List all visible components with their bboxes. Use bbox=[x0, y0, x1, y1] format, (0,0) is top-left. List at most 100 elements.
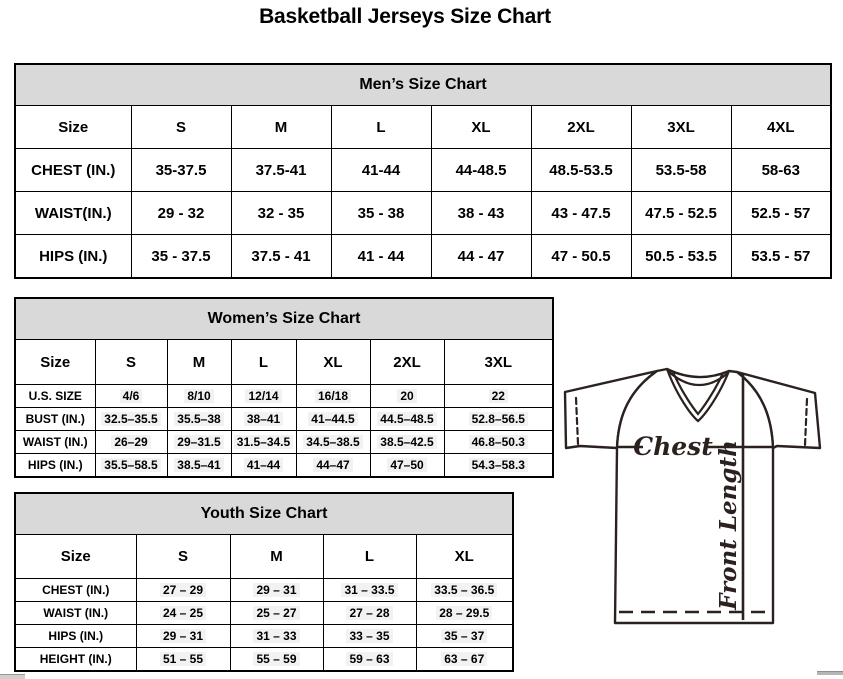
table-cell: 51 – 55 bbox=[135, 647, 231, 672]
jersey-body bbox=[613, 367, 775, 625]
row-label: CHEST (IN.) bbox=[14, 578, 137, 602]
column-header: L bbox=[322, 534, 417, 579]
table-cell: 54.3–58.3 bbox=[443, 453, 554, 478]
column-header: 2XL bbox=[530, 105, 632, 149]
table-cell: 37.5-41 bbox=[230, 148, 332, 192]
table-cell: 32.5–35.5 bbox=[94, 407, 168, 431]
table-cell: 59 – 63 bbox=[322, 647, 417, 672]
table-cell: 47–50 bbox=[369, 453, 445, 478]
womens-size-table: Women’s Size Chart Size S M L XL 2XL 3XL… bbox=[14, 297, 555, 478]
table-cell: 44 - 47 bbox=[430, 234, 532, 279]
table-cell: 29 – 31 bbox=[135, 624, 231, 648]
mens-table-title: Men’s Size Chart bbox=[14, 63, 832, 106]
table-cell: 35.5–58.5 bbox=[94, 453, 168, 478]
row-label: CHEST (IN.) bbox=[14, 148, 132, 192]
jersey-vneck-outer bbox=[665, 367, 731, 423]
table-cell: 24 – 25 bbox=[135, 601, 231, 625]
column-header: 2XL bbox=[369, 339, 445, 385]
table-row: WAIST(IN.) 29 - 32 32 - 35 35 - 38 38 - … bbox=[14, 191, 832, 235]
table-cell: 29 - 32 bbox=[130, 191, 232, 235]
scrollbar-fragment-left[interactable] bbox=[0, 674, 25, 679]
table-cell: 31 – 33 bbox=[229, 624, 324, 648]
table-row: U.S. SIZE 4/6 8/10 12/14 16/18 20 22 bbox=[14, 384, 554, 408]
column-header: Size bbox=[14, 105, 132, 149]
womens-table-title: Women’s Size Chart bbox=[14, 297, 554, 340]
table-cell: 28 – 29.5 bbox=[415, 601, 514, 625]
table-cell: 33.5 – 36.5 bbox=[415, 578, 514, 602]
table-cell: 35 - 38 bbox=[330, 191, 432, 235]
column-header: 3XL bbox=[443, 339, 554, 385]
table-row: BUST (IN.) 32.5–35.5 35.5–38 38–41 41–44… bbox=[14, 407, 554, 431]
row-label: U.S. SIZE bbox=[14, 384, 96, 408]
table-cell: 33 – 35 bbox=[322, 624, 417, 648]
table-cell: 38.5–42.5 bbox=[369, 430, 445, 454]
left-cuff-dashed-seam bbox=[574, 396, 580, 446]
column-header: M bbox=[230, 105, 332, 149]
scrollbar-fragment-right[interactable] bbox=[817, 671, 843, 675]
table-cell: 27 – 29 bbox=[135, 578, 231, 602]
table-cell: 25 – 27 bbox=[229, 601, 324, 625]
row-label: HIPS (IN.) bbox=[14, 624, 137, 648]
table-row: HIPS (IN.) 35.5–58.5 38.5–41 41–44 44–47… bbox=[14, 453, 554, 478]
table-cell: 63 – 67 bbox=[415, 647, 514, 672]
table-cell: 52.5 - 57 bbox=[730, 191, 832, 235]
table-cell: 22 bbox=[443, 384, 554, 408]
table-cell: 38–41 bbox=[230, 407, 297, 431]
front-length-label: Front Length bbox=[715, 440, 742, 611]
column-header: XL bbox=[295, 339, 371, 385]
table-cell: 34.5–38.5 bbox=[295, 430, 371, 454]
page-title: Basketball Jerseys Size Chart bbox=[259, 5, 551, 28]
column-header: S bbox=[135, 534, 231, 579]
table-cell: 4/6 bbox=[94, 384, 168, 408]
table-cell: 47 - 50.5 bbox=[530, 234, 632, 279]
table-cell: 44–47 bbox=[295, 453, 371, 478]
table-cell: 35.5–38 bbox=[166, 407, 232, 431]
table-cell: 52.8–56.5 bbox=[443, 407, 554, 431]
table-cell: 58-63 bbox=[730, 148, 832, 192]
table-cell: 35-37.5 bbox=[130, 148, 232, 192]
table-cell: 8/10 bbox=[166, 384, 232, 408]
right-cuff-dashed-seam bbox=[803, 397, 809, 447]
column-header: XL bbox=[430, 105, 532, 149]
table-cell: 16/18 bbox=[295, 384, 371, 408]
table-cell: 32 - 35 bbox=[230, 191, 332, 235]
mens-size-table: Men’s Size Chart Size S M L XL 2XL 3XL 4… bbox=[14, 63, 833, 279]
row-label: BUST (IN.) bbox=[14, 407, 96, 431]
chest-label: Chest bbox=[633, 432, 713, 461]
youth-table-title: Youth Size Chart bbox=[14, 492, 514, 535]
table-row: HIPS (IN.) 29 – 31 31 – 33 33 – 35 35 – … bbox=[14, 624, 514, 648]
column-header: 4XL bbox=[730, 105, 832, 149]
row-label: HIPS (IN.) bbox=[14, 453, 96, 478]
table-cell: 27 – 28 bbox=[322, 601, 417, 625]
table-cell: 41–44.5 bbox=[295, 407, 371, 431]
table-cell: 29 – 31 bbox=[229, 578, 324, 602]
table-cell: 41–44 bbox=[230, 453, 297, 478]
table-row: WAIST (IN.) 26–29 29–31.5 31.5–34.5 34.5… bbox=[14, 430, 554, 454]
jersey-vneck-inner bbox=[671, 370, 725, 416]
table-cell: 44-48.5 bbox=[430, 148, 532, 192]
table-cell: 38.5–41 bbox=[166, 453, 232, 478]
table-cell: 31 – 33.5 bbox=[322, 578, 417, 602]
table-cell: 31.5–34.5 bbox=[230, 430, 297, 454]
table-row: CHEST (IN.) 27 – 29 29 – 31 31 – 33.5 33… bbox=[14, 578, 514, 602]
youth-size-table: Youth Size Chart Size S M L XL CHEST (IN… bbox=[14, 492, 514, 672]
table-cell: 53.5-58 bbox=[630, 148, 732, 192]
column-header: XL bbox=[415, 534, 514, 579]
table-cell: 37.5 - 41 bbox=[230, 234, 332, 279]
column-header: L bbox=[330, 105, 432, 149]
table-cell: 35 – 37 bbox=[415, 624, 514, 648]
table-cell: 50.5 - 53.5 bbox=[630, 234, 732, 279]
table-row: CHEST (IN.) 35-37.5 37.5-41 41-44 44-48.… bbox=[14, 148, 832, 192]
table-cell: 55 – 59 bbox=[229, 647, 324, 672]
table-cell: 44.5–48.5 bbox=[369, 407, 445, 431]
row-label: WAIST (IN.) bbox=[14, 601, 137, 625]
row-label: HEIGHT (IN.) bbox=[14, 647, 137, 672]
table-cell: 46.8–50.3 bbox=[443, 430, 554, 454]
table-cell: 20 bbox=[369, 384, 445, 408]
table-cell: 48.5-53.5 bbox=[530, 148, 632, 192]
table-row: HEIGHT (IN.) 51 – 55 55 – 59 59 – 63 63 … bbox=[14, 647, 514, 672]
jersey-measurement-diagram: Chest Front Length bbox=[563, 367, 822, 625]
table-cell: 53.5 - 57 bbox=[730, 234, 832, 279]
table-cell: 41-44 bbox=[330, 148, 432, 192]
